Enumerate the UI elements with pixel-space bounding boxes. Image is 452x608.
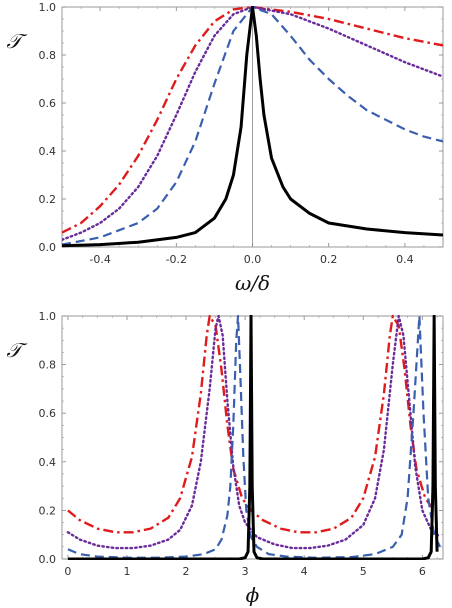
x-axis-label: ϕ bbox=[246, 583, 260, 607]
chart-panel-2: 0 1 2 3 4 5 6 0.0 0.2 0.4 0.6 0.8 1.0 ϕ 𝒯 bbox=[6, 310, 444, 607]
x-axis-label: ω/δ bbox=[235, 271, 270, 295]
series-line-dotted bbox=[62, 6, 443, 241]
x-tick-label: 0.0 bbox=[244, 253, 262, 266]
y-tick-label: 0.8 bbox=[39, 359, 57, 372]
x-tick-label: 5 bbox=[360, 565, 367, 578]
x-tick-label: -0.2 bbox=[166, 253, 187, 266]
x-tick-label: 3 bbox=[242, 565, 249, 578]
series-line-solid bbox=[67, 315, 439, 560]
series-line-dashdot bbox=[67, 315, 436, 534]
x-tick-label: 0 bbox=[64, 565, 71, 578]
x-tick-label: 6 bbox=[419, 565, 426, 578]
x-tick-label: 2 bbox=[183, 565, 190, 578]
x-tick-label: 4 bbox=[301, 565, 308, 578]
y-tick-label: 1.0 bbox=[39, 1, 57, 14]
y-tick-label: 0.0 bbox=[39, 553, 57, 566]
series-line-solid bbox=[62, 6, 443, 248]
x-tick-label: 0.2 bbox=[320, 253, 338, 266]
y-tick-label: 0.6 bbox=[39, 407, 57, 420]
x-tick-label: 0.4 bbox=[396, 253, 414, 266]
y-tick-label: 0.2 bbox=[39, 504, 57, 517]
chart-panel-1: -0.4 -0.2 0.0 0.2 0.4 0.0 0.2 0.4 0.6 0.8 1.0 ω/δ 𝒯 bbox=[6, 1, 444, 295]
x-tick-label: -0.4 bbox=[89, 253, 110, 266]
series-line-dashdot bbox=[62, 6, 443, 234]
x-tick-label: 1 bbox=[123, 565, 130, 578]
y-axis-label: 𝒯 bbox=[6, 29, 28, 53]
series-line-dashed bbox=[62, 6, 443, 246]
series-line-dashed bbox=[67, 315, 442, 559]
y-tick-label: 0.4 bbox=[39, 456, 57, 469]
series-line-dotted bbox=[66, 315, 442, 550]
y-tick-label: 0.2 bbox=[39, 193, 57, 206]
y-tick-label: 1.0 bbox=[39, 310, 57, 323]
y-tick-label: 0.8 bbox=[39, 49, 57, 62]
y-tick-label: 0.6 bbox=[39, 97, 57, 110]
y-tick-label: 0.4 bbox=[39, 145, 57, 158]
y-tick-label: 0.0 bbox=[39, 241, 57, 254]
y-axis-label: 𝒯 bbox=[6, 338, 28, 362]
